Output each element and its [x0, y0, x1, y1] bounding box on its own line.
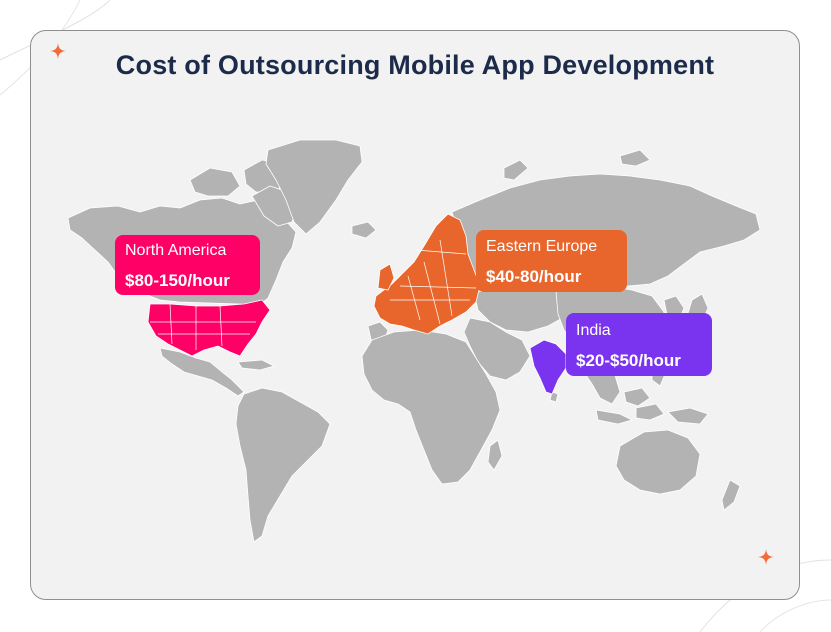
new-guinea [667, 407, 709, 425]
europe-country-lines [390, 239, 477, 325]
sparkle-icon [758, 549, 774, 565]
iceland [351, 221, 377, 239]
indonesia-1 [595, 409, 633, 425]
sparkle-icon [50, 43, 66, 59]
indonesia-2 [635, 403, 665, 421]
north-america-rate: $80-150/hour [125, 271, 230, 290]
india-callout-bg [566, 313, 712, 376]
greenland [265, 139, 363, 235]
india-highlight [529, 339, 567, 395]
north-america-callout-bg [115, 235, 260, 295]
novaya-zemlya [503, 159, 529, 181]
borneo [623, 387, 651, 407]
north-america-label: North America [125, 242, 227, 259]
africa [361, 329, 501, 485]
new-zealand [721, 479, 741, 511]
north-america-callout: North America $80-150/hour [115, 235, 260, 295]
madagascar [487, 439, 503, 471]
australia [615, 429, 701, 495]
cuba [237, 359, 275, 371]
eastern-europe-callout-bg [476, 230, 627, 292]
siberian-islands [619, 149, 651, 167]
eastern-europe-callout: Eastern Europe $40-80/hour [476, 230, 627, 292]
india-rate: $20-$50/hour [576, 351, 681, 370]
south-america [235, 387, 331, 543]
mexico [159, 347, 245, 397]
eastern-europe-rate: $40-80/hour [486, 267, 582, 286]
uk-highlight [377, 263, 395, 291]
usa-highlight [147, 299, 271, 357]
arctic-islands [189, 167, 241, 197]
sri-lanka [549, 391, 559, 403]
page-title: Cost of Outsourcing Mobile App Developme… [115, 50, 715, 80]
india-label: India [576, 322, 611, 339]
eastern-europe-label: Eastern Europe [486, 238, 598, 255]
usa-state-lines [150, 303, 256, 350]
india-callout: India $20-$50/hour [566, 313, 712, 376]
